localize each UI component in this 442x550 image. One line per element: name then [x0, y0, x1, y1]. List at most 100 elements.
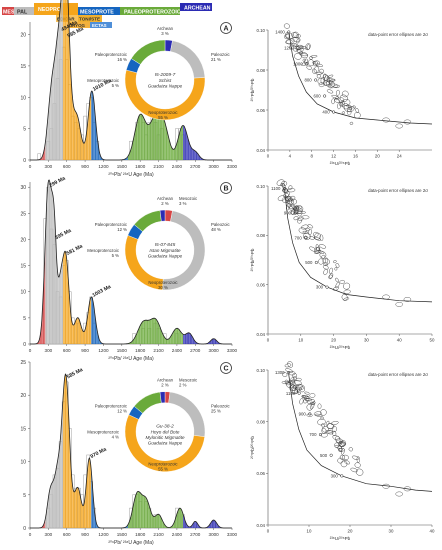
error-ellipse: [339, 280, 345, 284]
kde-fill-segment: [91, 90, 93, 160]
y-tick-label: 10: [20, 460, 26, 466]
error-ellipse: [276, 179, 285, 186]
tw-x-tick-label: 30: [364, 338, 369, 343]
kde-fill-segment: [187, 332, 188, 344]
x-tick-label: 1800: [135, 164, 146, 169]
kde-fill-segment: [93, 301, 94, 344]
kde-fill-segment: [90, 463, 92, 528]
error-ellipse: [302, 230, 308, 234]
kde-fill-segment: [138, 326, 140, 344]
donut-label: Mesoproterozoic: [87, 248, 120, 253]
error-ellipse: [291, 32, 298, 38]
error-ellipse: [352, 105, 356, 109]
kde-fill-segment: [187, 138, 189, 160]
kde-fill-segment: [156, 112, 158, 160]
kde-fill-segment: [46, 194, 48, 344]
kde-fill-segment: [75, 111, 76, 160]
error-ellipse: [343, 289, 351, 294]
y-tick-label: 5: [23, 316, 26, 322]
kde-fill-segment: [83, 142, 84, 160]
kde-fill-segment: [94, 314, 96, 344]
kde-fill-segment: [216, 522, 217, 528]
kde-fill-segment: [183, 515, 185, 528]
ts-toni: [78, 15, 102, 22]
error-ellipse: [300, 46, 308, 50]
x-tick-label: 900: [81, 348, 89, 353]
kde-fill-segment: [91, 90, 92, 160]
kde-fill-segment: [177, 328, 179, 344]
error-ellipse: [297, 218, 302, 224]
kde-fill-segment: [182, 125, 184, 160]
ts-pal: [14, 7, 34, 15]
error-ellipse: [355, 468, 364, 476]
kde-fill-segment: [73, 105, 75, 160]
kde-fill-segment: [149, 319, 151, 344]
error-ellipse: [285, 196, 291, 202]
kde-fill-segment: [166, 128, 168, 160]
kde-fill-segment: [77, 317, 78, 344]
donut-label: Paleoproterozoic: [95, 404, 128, 409]
kde-fill-segment: [140, 492, 141, 528]
kde-fill-segment: [53, 197, 54, 344]
kde-fill-segment: [168, 338, 170, 344]
kde-fill-segment: [145, 320, 147, 344]
peak-label: 395 Ma: [54, 228, 72, 241]
kde-fill-segment: [74, 321, 76, 344]
kde-fill-segment: [71, 465, 72, 528]
error-ellipse: [319, 251, 327, 259]
kde-fill-segment: [132, 139, 134, 160]
kde-fill-segment: [59, 10, 60, 160]
error-ellipse: [326, 89, 334, 94]
kde-fill-segment: [191, 335, 193, 344]
error-ellipse: [317, 250, 325, 254]
kde-fill-segment: [179, 508, 180, 528]
kde-fill-segment: [76, 317, 78, 344]
error-ellipse: [289, 195, 296, 201]
kde-fill-segment: [74, 490, 76, 528]
kde-fill-segment: [52, 67, 54, 160]
x-tick-label: 2700: [190, 164, 201, 169]
kde-fill-segment: [53, 58, 55, 161]
kde-fill-segment: [179, 131, 180, 160]
concordia-age-label: 300: [331, 473, 339, 478]
ts-cryog: [68, 22, 90, 28]
kde-fill-segment: [147, 500, 149, 528]
kde-fill-segment: [149, 506, 150, 528]
kde-fill-segment: [180, 127, 182, 160]
kde-fill-segment: [76, 487, 78, 528]
error-ellipse: [308, 229, 312, 236]
kde-fill-segment: [88, 458, 90, 528]
donut-pct: 3 %: [179, 201, 187, 206]
panel-a: 0 5 10 15 20 0 300 600 900 1200 1500 1800 2100 2400 27…: [20, 0, 433, 178]
error-ellipse: [334, 445, 343, 449]
ts-neopro-label: NEOPRO: [38, 7, 61, 13]
kde-fill-segment: [192, 336, 193, 344]
kde-fill-segment: [64, 251, 65, 344]
x-tick-label: 300: [45, 532, 53, 537]
kde-fill-segment: [53, 62, 54, 161]
kde-fill-segment: [159, 324, 160, 344]
kde-fill-segment: [213, 338, 214, 344]
kde-fill-segment: [165, 338, 166, 344]
error-ellipse: [343, 459, 350, 465]
error-ellipse: [314, 60, 320, 66]
kde-fill-segment: [78, 489, 80, 528]
error-ellipse: [296, 44, 304, 50]
error-ellipse: [304, 235, 309, 239]
kde-fill-segment: [56, 251, 57, 344]
ts-archean: [180, 3, 212, 11]
donut-pct: 2 %: [161, 383, 169, 388]
kde-fill-segment: [146, 123, 148, 160]
y-tick-label: 25: [20, 360, 26, 366]
kde-fill-segment: [214, 520, 215, 528]
error-ellipse: [285, 39, 293, 44]
kde-fill-segment: [179, 330, 181, 344]
kde-fill-segment: [155, 318, 157, 344]
error-ellipse: [298, 227, 307, 234]
x-tick-label: 900: [81, 164, 89, 169]
x-tick-label: 1800: [135, 532, 146, 537]
kde-fill-segment: [88, 303, 90, 344]
tw-note: data-point error ellipses are 2σ: [368, 188, 428, 193]
error-ellipse: [277, 195, 286, 201]
kde-fill-segment: [137, 117, 139, 160]
